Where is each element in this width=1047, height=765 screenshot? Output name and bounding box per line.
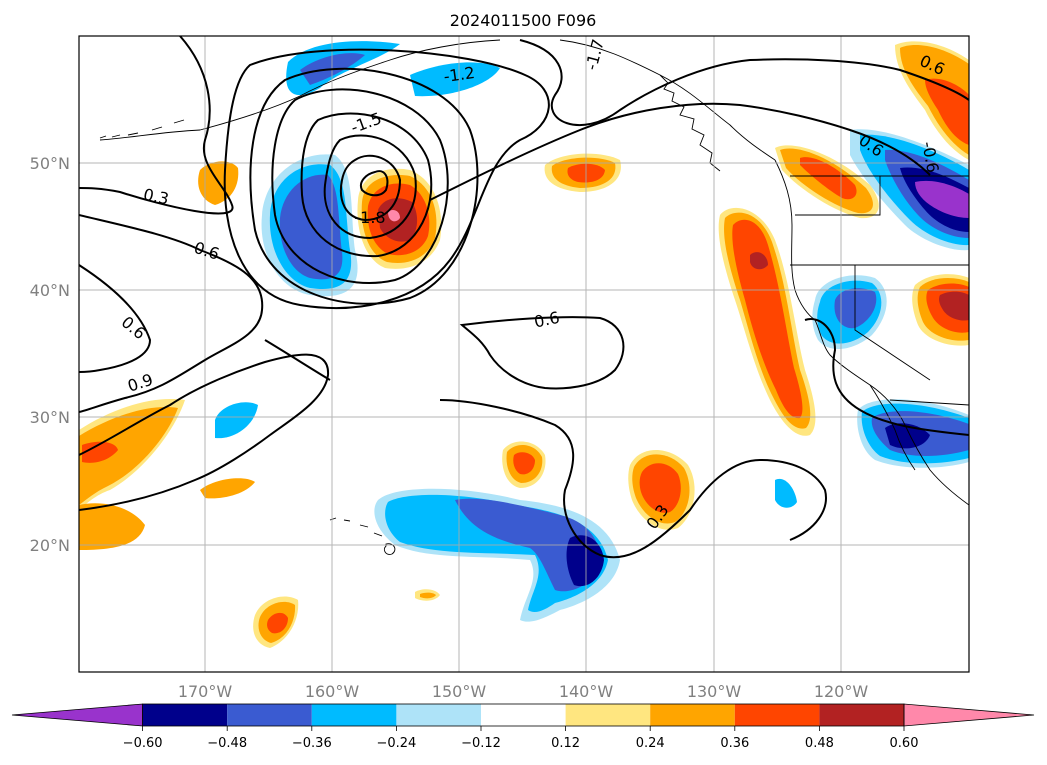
lon-label: 150°W bbox=[432, 682, 487, 701]
colorbar-tick-label: −0.48 bbox=[207, 736, 247, 751]
lon-label: 130°W bbox=[687, 682, 742, 701]
anomaly-positive-low-core bbox=[388, 210, 400, 222]
colorbar-swatch bbox=[142, 704, 228, 726]
lon-label: 160°W bbox=[305, 682, 360, 701]
colorbar-swatch bbox=[396, 704, 481, 726]
anomaly-positive-northeast-inner bbox=[925, 78, 969, 145]
colorbar-frame bbox=[142, 703, 905, 727]
contour-low-7 bbox=[223, 48, 550, 309]
coastline-gulf-of-alaska bbox=[559, 39, 776, 161]
contour-0.3-east bbox=[429, 102, 931, 201]
contour-low-3 bbox=[323, 134, 417, 240]
map-title: 2024011500 F096 bbox=[450, 11, 597, 30]
colorbar-tick-label: −0.60 bbox=[123, 736, 163, 751]
colorbar-tick-label: −0.36 bbox=[292, 736, 332, 751]
lat-label: 40°N bbox=[30, 281, 70, 300]
colorbar-tick-label: 0.36 bbox=[720, 736, 749, 751]
contour-low-1 bbox=[360, 170, 389, 197]
anomaly-positive-east-pacific-inner bbox=[639, 463, 681, 513]
contour-label: 0.3 bbox=[142, 185, 171, 209]
colorbar-swatch bbox=[311, 704, 397, 726]
contour-low-6 bbox=[249, 67, 479, 305]
colorbar-swatch bbox=[819, 704, 904, 726]
colorbar-swatch bbox=[481, 704, 566, 726]
coastlines bbox=[99, 39, 969, 555]
anomaly-positive-coast-core bbox=[750, 252, 768, 270]
colorbar-tick-label: −0.24 bbox=[376, 736, 416, 751]
coastline-baja-california bbox=[869, 384, 916, 471]
lon-label: 140°W bbox=[559, 682, 614, 701]
colorbar-tick-label: 0.60 bbox=[890, 736, 919, 751]
anomaly-positive-southwest-strip bbox=[200, 478, 255, 499]
lat-label: 20°N bbox=[30, 536, 70, 555]
coastline-alaska-peninsula bbox=[99, 39, 501, 141]
coastline-west-coast bbox=[774, 159, 969, 506]
anomaly-negative-hawaii-core bbox=[566, 535, 604, 587]
contour-label: 0.6 bbox=[532, 308, 561, 332]
contour-labels: -1.2 -1.5 -1.8 -1.7 0.3 0.6 0.6 0.6 0.9 … bbox=[118, 37, 948, 533]
contour-0.3-west bbox=[79, 36, 234, 215]
colorbar-swatch bbox=[565, 704, 651, 726]
anomaly-positive-southwest-inner bbox=[82, 441, 118, 463]
latitude-labels: 50°N 40°N 30°N 20°N bbox=[30, 154, 70, 555]
coastline-aleutians bbox=[99, 119, 185, 139]
contour-0.3-southwest-loop bbox=[264, 339, 331, 381]
colorbar-swatch bbox=[227, 704, 312, 726]
contour-0.3-main bbox=[519, 39, 969, 126]
lon-label: 120°W bbox=[814, 682, 869, 701]
us-state-border-mexico bbox=[889, 399, 969, 406]
colorbar-tick-label: 0.24 bbox=[636, 736, 665, 751]
contour-label: -1.8 bbox=[354, 208, 385, 227]
anomaly-negative-north-pacific-small bbox=[215, 402, 258, 439]
anomaly-negative-gulf bbox=[410, 62, 500, 97]
contour-0.3-south bbox=[439, 399, 827, 559]
contour-label: -1.2 bbox=[442, 63, 476, 86]
lat-label: 50°N bbox=[30, 154, 70, 173]
colorbar-swatch bbox=[650, 704, 735, 726]
contours bbox=[79, 36, 969, 559]
longitude-labels: 170°W 160°W 150°W 140°W 130°W 120°W bbox=[178, 682, 869, 701]
anomaly-positive-vancouver-inner bbox=[800, 157, 857, 200]
anomaly-positive-southwest-lower bbox=[79, 503, 145, 550]
colorbar-tick-label: 0.12 bbox=[551, 736, 580, 751]
negative-anomaly-fields bbox=[215, 41, 969, 622]
us-state-border-nv-ca bbox=[854, 265, 931, 381]
anomaly-positive-coast-inner bbox=[732, 219, 803, 419]
anomaly-positive-hawaii-north-inner bbox=[513, 452, 535, 475]
colorbar-swatch bbox=[734, 704, 820, 726]
anomaly-positive-small-core bbox=[420, 592, 436, 599]
us-state-border-wa-or bbox=[795, 176, 881, 216]
map-background bbox=[79, 36, 969, 672]
anomaly-negative-baja-small bbox=[775, 478, 797, 508]
contour-0.6-southwest bbox=[79, 264, 152, 373]
contour-low-5 bbox=[271, 88, 449, 284]
contour-low-4 bbox=[300, 112, 433, 258]
contour-0.6-center bbox=[459, 316, 625, 390]
contour-low-2 bbox=[340, 154, 402, 222]
anomaly-positive-great-basin-core bbox=[939, 291, 969, 321]
hawaii-islands bbox=[329, 517, 396, 555]
lat-label: 30°N bbox=[30, 408, 70, 427]
anomaly-positive-southwest-mid bbox=[79, 407, 178, 505]
coastline-british-columbia bbox=[659, 74, 721, 172]
positive-anomaly-fields bbox=[79, 41, 969, 648]
map-panel: -1.2 -1.5 -1.8 -1.7 0.3 0.6 0.6 0.6 0.9 … bbox=[79, 36, 969, 672]
contour-0.6-coast bbox=[804, 318, 969, 436]
contour-0.6-west bbox=[79, 214, 264, 413]
anomaly-negative-pacific-northwest-core bbox=[915, 180, 969, 218]
colorbar-tick-label: 0.48 bbox=[805, 736, 834, 751]
colorbar: −0.60 −0.48 −0.36 −0.24 −0.12 0.12 0.24 0.36 0.4… bbox=[11, 703, 1035, 751]
lon-label: 170°W bbox=[178, 682, 233, 701]
contour-0.9 bbox=[79, 353, 330, 511]
colorbar-extend-max bbox=[903, 703, 1035, 727]
colorbar-extend-min bbox=[11, 703, 144, 727]
map-frame bbox=[78, 35, 970, 673]
colorbar-tick-label: −0.12 bbox=[461, 736, 501, 751]
anomaly-positive-south-inner bbox=[267, 612, 288, 634]
